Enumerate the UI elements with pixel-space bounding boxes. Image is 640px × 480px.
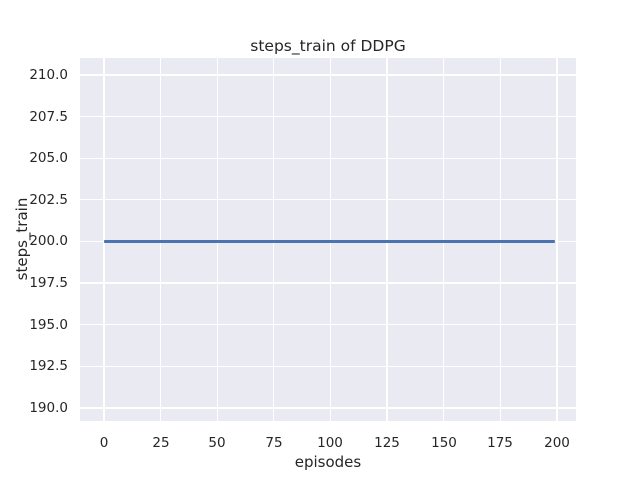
gridline-x-25 — [159, 58, 162, 421]
gridline-x-50 — [216, 58, 218, 421]
gridline-y-197-5 — [80, 282, 576, 284]
x-tick-label: 200 — [544, 435, 570, 451]
gridline-x-125 — [386, 58, 388, 421]
y-tick-label: 190.0 — [29, 400, 68, 416]
y-tick-label: 210.0 — [29, 67, 68, 83]
gridline-x-0 — [103, 58, 105, 421]
x-tick-label: 25 — [152, 435, 170, 451]
gridline-y-207-5 — [80, 115, 576, 118]
x-axis-label: episodes — [294, 453, 362, 471]
gridline-x-150 — [443, 58, 445, 421]
gridline-y-202-5 — [80, 199, 576, 201]
gridline-x-100 — [329, 58, 332, 421]
gridline-x-200 — [556, 58, 558, 421]
x-tick-label: 50 — [208, 435, 226, 451]
x-tick-label: 0 — [99, 435, 109, 451]
x-tick-label: 75 — [265, 435, 283, 451]
x-tick-label: 150 — [431, 435, 457, 451]
gridline-y-195 — [80, 324, 576, 326]
gridline-y-210 — [80, 74, 576, 76]
plot-area — [80, 58, 576, 421]
data-line-steps-train — [104, 240, 555, 243]
y-tick-label: 202.5 — [29, 192, 68, 208]
y-tick-label: 207.5 — [29, 109, 68, 125]
gridline-y-190 — [80, 407, 576, 409]
x-tick-label: 125 — [374, 435, 400, 451]
x-tick-label: 100 — [317, 435, 343, 451]
y-tick-label: 192.5 — [29, 358, 68, 374]
gridline-y-205 — [80, 157, 576, 159]
y-tick-label: 197.5 — [29, 275, 68, 291]
y-tick-label: 195.0 — [29, 317, 68, 333]
chart-title: steps_train of DDPG — [250, 37, 406, 55]
y-tick-label: 200.0 — [29, 233, 68, 249]
gridline-x-75 — [273, 58, 275, 421]
y-tick-label: 205.0 — [29, 150, 68, 166]
gridline-y-192-5 — [80, 365, 576, 367]
gridline-x-175 — [499, 58, 501, 421]
x-tick-label: 175 — [487, 435, 513, 451]
